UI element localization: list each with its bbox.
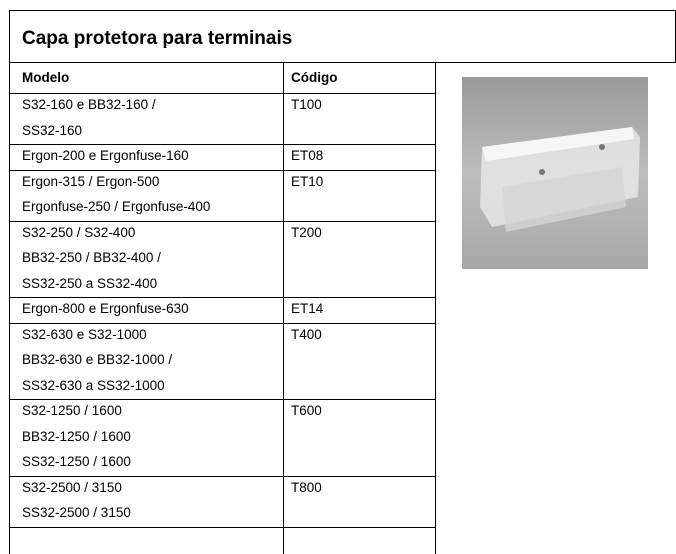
model-text: BB32-250 / BB32-400 / [22,250,161,265]
code-text: T200 [291,224,322,240]
model-text: Ergon-800 e Ergonfuse-630 [22,301,189,316]
column-header: Código [291,70,338,85]
model-text: BB32-1250 / 1600 [22,428,131,444]
row-line [9,221,435,222]
code-text: ET10 [291,173,324,189]
model-text: Ergonfuse-250 / Ergonfuse-400 [22,199,211,214]
model-text: SS32-1250 / 1600 [22,454,131,469]
model-text: S32-1250 / 1600 [22,403,122,418]
border [9,62,676,63]
model-text: Ergon-200 e Ergonfuse-160 [22,148,189,163]
row-line [9,144,435,145]
row-line [9,323,435,324]
code-text: T400 [291,326,322,342]
model-text: S32-630 e S32-1000 [22,326,147,342]
model-text: SS32-2500 / 3150 [22,505,131,520]
model-text: S32-250 / S32-400 [22,224,136,240]
model-text: SS32-160 [22,122,83,138]
product-image [462,77,648,269]
model-text: S32-160 e BB32-160 / [22,97,156,112]
model-text: S32-2500 / 3150 [22,479,122,495]
border [9,93,435,94]
model-text: SS32-250 a SS32-400 [22,275,158,291]
row-line [9,170,435,171]
model-text: BB32-630 e BB32-1000 / [22,352,173,367]
model-text: SS32-630 a SS32-1000 [22,377,165,393]
column-line [283,62,284,554]
row-line [9,297,435,298]
code-text: T600 [291,403,322,418]
model-text: Ergon-315 / Ergon-500 [22,173,160,189]
border [9,10,10,554]
border [9,10,676,11]
title: Capa protetora para terminais [22,28,293,49]
column-header: Modelo [22,70,70,85]
row-line [9,399,435,400]
row-line [9,527,435,528]
row-line [9,476,435,477]
code-text: ET08 [291,148,324,163]
code-text: T800 [291,479,322,495]
column-line [435,62,436,554]
code-text: T100 [291,97,322,112]
code-text: ET14 [291,301,324,316]
